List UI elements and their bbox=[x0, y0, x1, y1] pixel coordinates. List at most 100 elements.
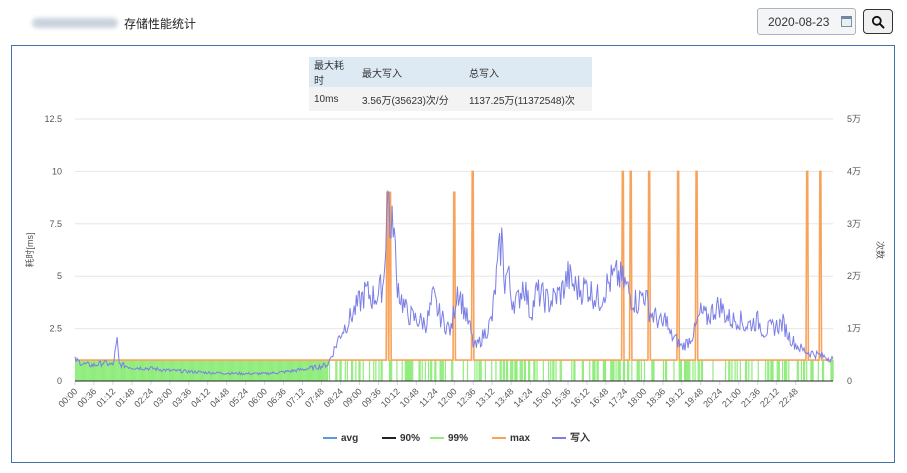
bar-99 bbox=[797, 360, 799, 381]
bar-99 bbox=[242, 360, 244, 381]
bar-99 bbox=[237, 360, 239, 381]
bar-99 bbox=[260, 360, 262, 381]
date-picker-input[interactable]: 2020-08-23 bbox=[757, 8, 856, 35]
bar-99 bbox=[283, 360, 285, 381]
bar-99 bbox=[748, 360, 750, 381]
bar-99 bbox=[166, 360, 168, 381]
bar-99 bbox=[603, 360, 606, 381]
bar-99 bbox=[810, 360, 812, 381]
bar-99 bbox=[728, 360, 730, 381]
y-tick-label: 5 bbox=[57, 271, 62, 281]
bar-99 bbox=[506, 360, 509, 381]
bar-99 bbox=[230, 360, 233, 381]
bar-99 bbox=[484, 360, 487, 381]
bar-99 bbox=[796, 360, 798, 381]
bar-99 bbox=[148, 360, 150, 381]
bar-99 bbox=[96, 360, 98, 381]
bar-99 bbox=[76, 360, 78, 381]
bar-99 bbox=[102, 360, 104, 381]
bar-99 bbox=[143, 360, 145, 381]
bar-99 bbox=[163, 360, 165, 381]
bar-99 bbox=[406, 360, 409, 381]
bar-99 bbox=[401, 360, 403, 381]
bar-99 bbox=[729, 360, 731, 381]
redacted-host bbox=[32, 18, 118, 28]
calendar-icon[interactable] bbox=[841, 16, 852, 27]
x-tick-label: 16:48 bbox=[587, 386, 610, 409]
bar-99 bbox=[104, 360, 106, 381]
summary-value-max-write: 3.56万(35623)次/分 bbox=[357, 87, 464, 111]
x-tick-label: 01:12 bbox=[94, 386, 117, 409]
bar-99 bbox=[130, 360, 133, 381]
x-tick-label: 00:00 bbox=[56, 386, 79, 409]
bar-99 bbox=[80, 360, 82, 381]
bar-99 bbox=[86, 360, 88, 381]
bar-99 bbox=[140, 360, 142, 381]
bar-99 bbox=[358, 360, 360, 381]
bar-99 bbox=[258, 360, 260, 381]
bar-99 bbox=[528, 360, 530, 381]
bar-99 bbox=[418, 360, 420, 381]
bar-99 bbox=[186, 360, 188, 381]
bar-99 bbox=[115, 360, 117, 381]
bar-99 bbox=[786, 360, 788, 381]
x-tick-label: 01:48 bbox=[113, 386, 136, 409]
bar-99 bbox=[321, 360, 323, 381]
bar-99 bbox=[213, 360, 215, 381]
bar-99 bbox=[765, 360, 767, 381]
bar-99 bbox=[315, 360, 317, 381]
bar-99 bbox=[560, 360, 562, 381]
bar-99 bbox=[664, 360, 667, 381]
y2-tick-label: 0 bbox=[847, 376, 852, 386]
bar-99 bbox=[495, 360, 497, 381]
bar-99 bbox=[817, 360, 819, 381]
bar-99 bbox=[553, 360, 555, 381]
bar-99 bbox=[135, 360, 137, 381]
bar-99 bbox=[152, 360, 155, 381]
series-line-max bbox=[75, 170, 833, 361]
bar-99 bbox=[499, 360, 501, 381]
bar-99 bbox=[203, 360, 205, 381]
y-tick-label: 10 bbox=[52, 166, 62, 176]
bar-99 bbox=[204, 360, 206, 381]
bar-99 bbox=[83, 360, 85, 381]
bar-99 bbox=[611, 360, 613, 381]
bar-99 bbox=[113, 360, 116, 381]
bar-99 bbox=[194, 360, 196, 381]
x-tick-label: 00:36 bbox=[75, 386, 98, 409]
bar-99 bbox=[552, 360, 554, 381]
bar-99 bbox=[596, 360, 598, 381]
bar-99 bbox=[389, 360, 392, 381]
x-tick-label: 17:24 bbox=[606, 386, 629, 409]
search-button[interactable] bbox=[863, 9, 893, 34]
bar-99 bbox=[378, 360, 380, 381]
bar-99 bbox=[184, 360, 186, 381]
x-tick-label: 14:24 bbox=[512, 386, 535, 409]
bar-99 bbox=[627, 360, 629, 381]
bar-99 bbox=[126, 360, 128, 381]
bar-99 bbox=[316, 360, 318, 381]
bar-99 bbox=[351, 360, 353, 381]
bar-99 bbox=[680, 360, 682, 381]
bar-99 bbox=[249, 360, 252, 381]
bar-99 bbox=[266, 360, 268, 381]
bar-99 bbox=[781, 360, 784, 381]
bar-99 bbox=[147, 360, 149, 381]
bar-99 bbox=[725, 360, 727, 381]
bar-99 bbox=[380, 360, 382, 381]
y-tick-label: 0 bbox=[57, 376, 62, 386]
bar-99 bbox=[196, 360, 198, 381]
bar-99 bbox=[235, 360, 237, 381]
x-tick-label: 13:12 bbox=[474, 386, 497, 409]
bar-99 bbox=[597, 360, 599, 381]
x-tick-label: 11:24 bbox=[417, 386, 440, 409]
bar-99 bbox=[593, 360, 595, 381]
y-tick-label: 2.5 bbox=[49, 324, 62, 334]
bar-99 bbox=[618, 360, 620, 381]
bar-99 bbox=[106, 360, 108, 381]
bar-99 bbox=[121, 360, 123, 381]
bar-99 bbox=[768, 360, 770, 381]
bar-99 bbox=[231, 360, 234, 381]
bar-99 bbox=[404, 360, 406, 381]
bar-99 bbox=[133, 360, 136, 381]
